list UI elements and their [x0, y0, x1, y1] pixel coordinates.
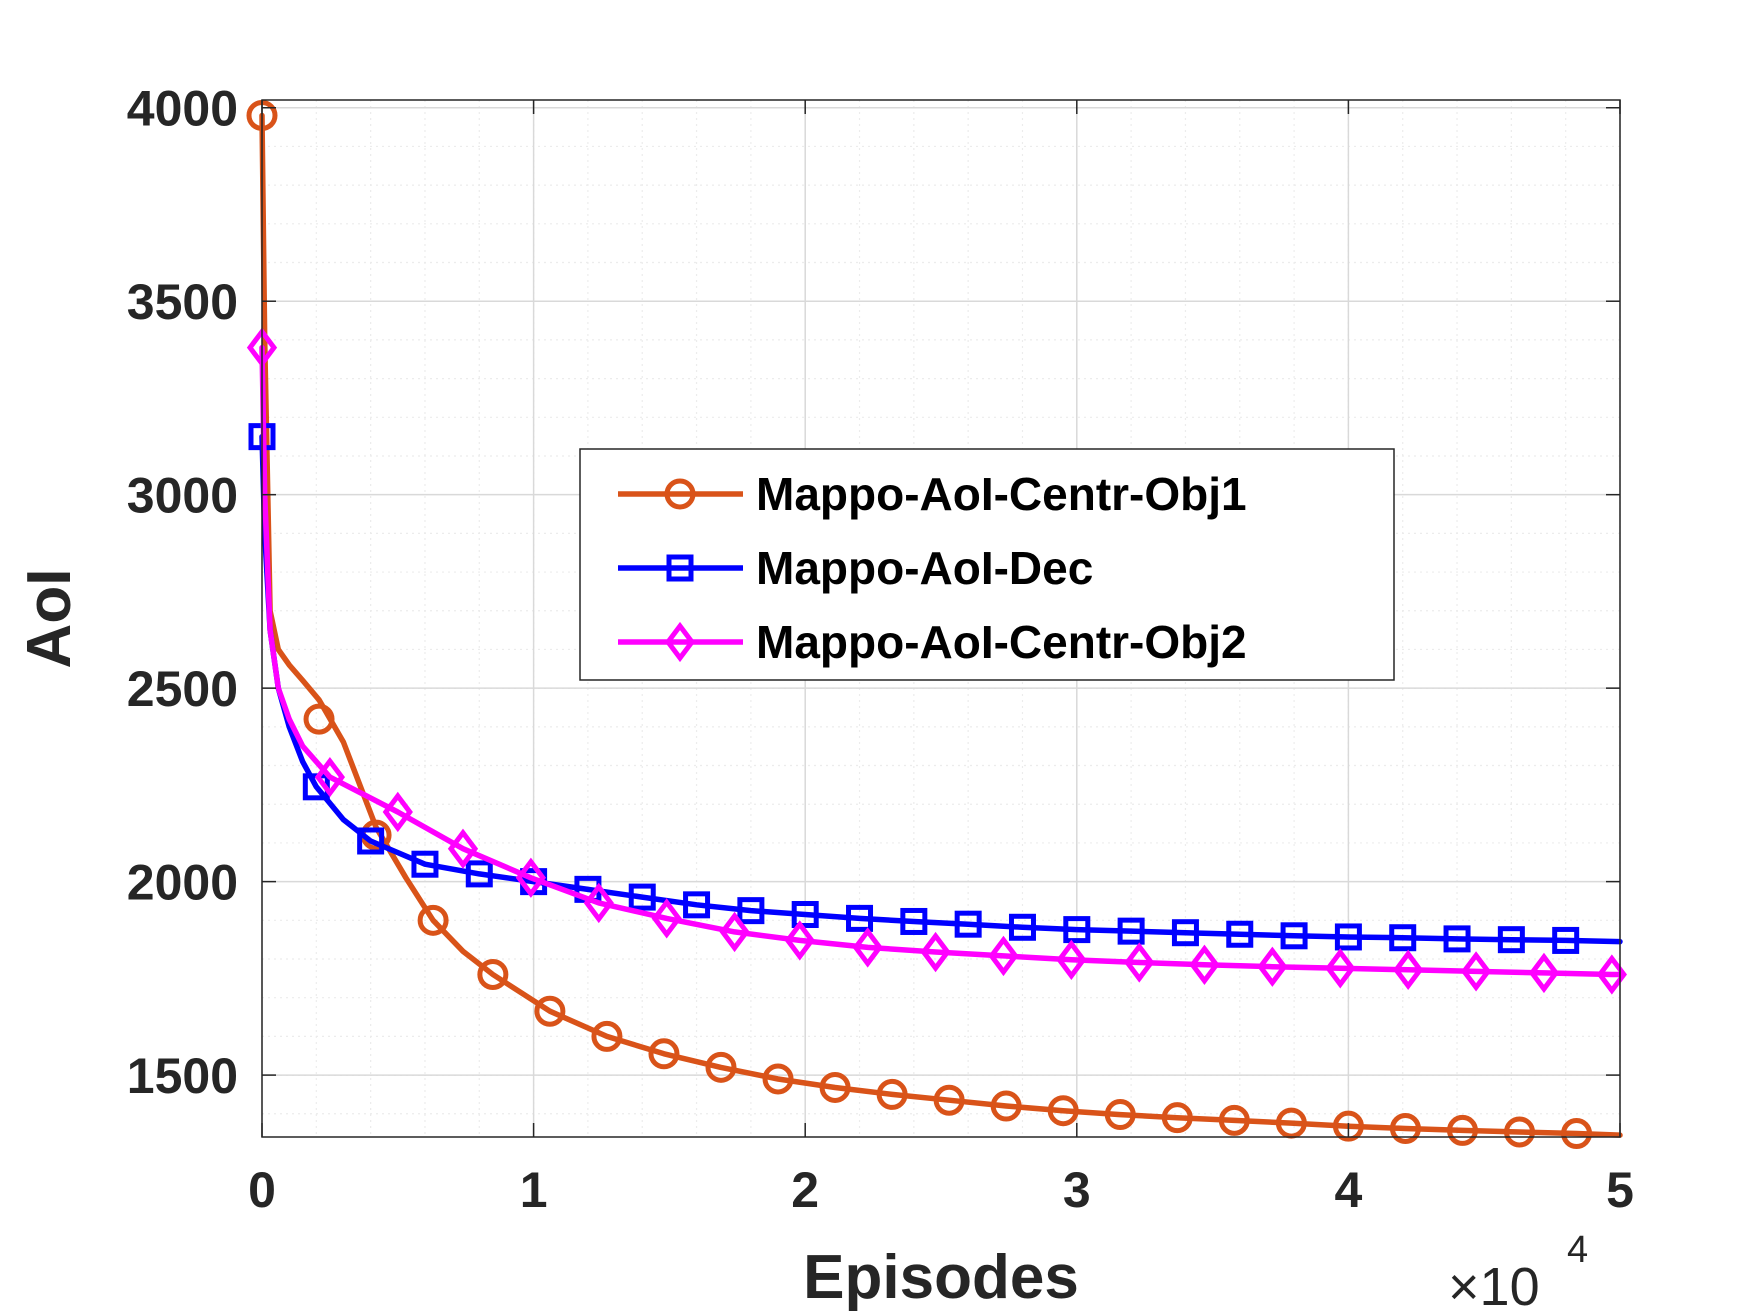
- data-point-marker: [1171, 919, 1199, 947]
- y-tick-label: 4000: [127, 81, 238, 137]
- data-point-marker: [534, 995, 566, 1027]
- data-point-marker: [1497, 926, 1525, 954]
- data-point-marker: [651, 898, 682, 939]
- data-point-marker: [705, 1051, 737, 1083]
- legend-label: Mappo-AoI-Dec: [756, 542, 1093, 594]
- data-point-marker: [1189, 944, 1220, 985]
- data-point-marker: [1443, 925, 1471, 953]
- data-point-marker: [1161, 1102, 1193, 1134]
- data-point-marker: [628, 883, 656, 911]
- legend-marker: [664, 621, 696, 663]
- legend-item: Mappo-AoI-Centr-Obj1: [618, 468, 1247, 520]
- x-tick-label: 3: [1063, 1162, 1091, 1218]
- data-point-marker: [591, 1020, 623, 1052]
- data-point-marker: [1504, 1116, 1536, 1148]
- legend-item: Mappo-AoI-Centr-Obj2: [618, 616, 1247, 668]
- data-point-marker: [477, 958, 509, 990]
- legend-marker: [666, 554, 694, 582]
- data-point-marker: [819, 1071, 851, 1103]
- x-tick-label: 0: [248, 1162, 276, 1218]
- data-point-marker: [583, 882, 614, 924]
- data-point-marker: [303, 703, 335, 735]
- data-point-marker: [954, 910, 982, 938]
- data-point-marker: [988, 935, 1019, 977]
- y-axis-title: AoI: [15, 569, 84, 669]
- x-axis-multiplier: ×10 4: [1448, 1229, 1588, 1313]
- data-point-marker: [920, 931, 951, 973]
- data-point-marker: [1056, 939, 1087, 980]
- data-point-marker: [382, 791, 413, 833]
- plot-frame: [261, 99, 1621, 1138]
- data-point-marker: [791, 901, 819, 929]
- data-point-marker: [876, 1078, 908, 1110]
- data-point-marker: [784, 920, 815, 961]
- series-line: [259, 112, 1623, 1138]
- data-point-marker: [465, 860, 493, 888]
- data-point-marker: [762, 1063, 794, 1095]
- data-point-marker: [1332, 1110, 1364, 1142]
- series-layer: [246, 99, 1627, 1150]
- data-point-marker: [990, 1090, 1022, 1122]
- data-point-marker: [1389, 924, 1417, 952]
- data-point-marker: [1280, 922, 1308, 950]
- legend-item: Mappo-AoI-Dec: [618, 542, 1093, 594]
- data-point-marker: [357, 827, 385, 855]
- data-point-marker: [1325, 948, 1356, 989]
- data-point-marker: [515, 857, 547, 898]
- data-point-marker: [1257, 946, 1288, 987]
- data-point-marker: [1389, 1112, 1421, 1144]
- x-multiplier-base: ×10: [1448, 1257, 1540, 1313]
- axis-ticks: [261, 100, 1621, 1137]
- legend-label: Mappo-AoI-Centr-Obj1: [756, 468, 1247, 520]
- data-point-marker: [1047, 1095, 1079, 1127]
- data-point-marker: [648, 1038, 680, 1070]
- x-axis-title: Episodes: [803, 1243, 1079, 1312]
- data-point-marker: [1117, 917, 1145, 945]
- data-point-marker: [411, 850, 439, 878]
- data-point-marker: [1275, 1107, 1307, 1139]
- data-point-marker: [447, 828, 479, 869]
- data-point-marker: [1552, 926, 1580, 954]
- x-tick-label: 2: [791, 1162, 819, 1218]
- data-point-marker: [417, 904, 449, 936]
- legend-label: Mappo-AoI-Centr-Obj2: [756, 616, 1247, 668]
- data-point-marker: [1460, 951, 1492, 992]
- series-line: [259, 344, 1623, 978]
- data-point-marker: [1008, 913, 1036, 941]
- data-point-marker: [1063, 916, 1091, 944]
- series-2: [248, 423, 1623, 954]
- data-point-marker: [719, 911, 750, 953]
- legend: Mappo-AoI-Centr-Obj1 Mappo-AoI-Dec Mappo-A…: [579, 448, 1395, 681]
- y-tick-label: 1500: [127, 1048, 238, 1104]
- data-point-marker: [852, 927, 883, 968]
- x-multiplier-exponent: 4: [1567, 1229, 1588, 1271]
- data-point-marker: [1528, 952, 1560, 994]
- data-point-marker: [1218, 1104, 1250, 1136]
- y-tick-label: 3000: [127, 468, 238, 524]
- data-point-marker: [1446, 1114, 1478, 1146]
- x-tick-label: 1: [520, 1162, 548, 1218]
- y-tick-label: 3500: [127, 274, 238, 330]
- x-tick-label: 5: [1606, 1162, 1634, 1218]
- data-point-marker: [683, 891, 711, 919]
- y-tick-label: 2500: [127, 661, 238, 717]
- y-tick-label: 2000: [127, 855, 238, 911]
- data-point-marker: [1104, 1099, 1136, 1131]
- legend-marker: [664, 478, 696, 510]
- data-point-marker: [900, 907, 928, 935]
- x-tick-label: 4: [1334, 1162, 1362, 1218]
- data-point-marker: [1124, 942, 1155, 983]
- data-point-marker: [1393, 949, 1424, 991]
- data-point-marker: [1561, 1118, 1593, 1150]
- data-point-marker: [846, 904, 874, 932]
- data-point-marker: [1334, 923, 1362, 951]
- data-point-marker: [1226, 920, 1254, 948]
- data-point-marker: [737, 897, 765, 925]
- data-point-marker: [314, 756, 346, 798]
- data-point-marker: [933, 1084, 965, 1116]
- y-tick-labels: 1500 2000 2500 3000 3500 4000: [127, 81, 238, 1104]
- series-3: [246, 327, 1627, 995]
- x-tick-labels: 0 1 2 3 4 5: [248, 1162, 1634, 1218]
